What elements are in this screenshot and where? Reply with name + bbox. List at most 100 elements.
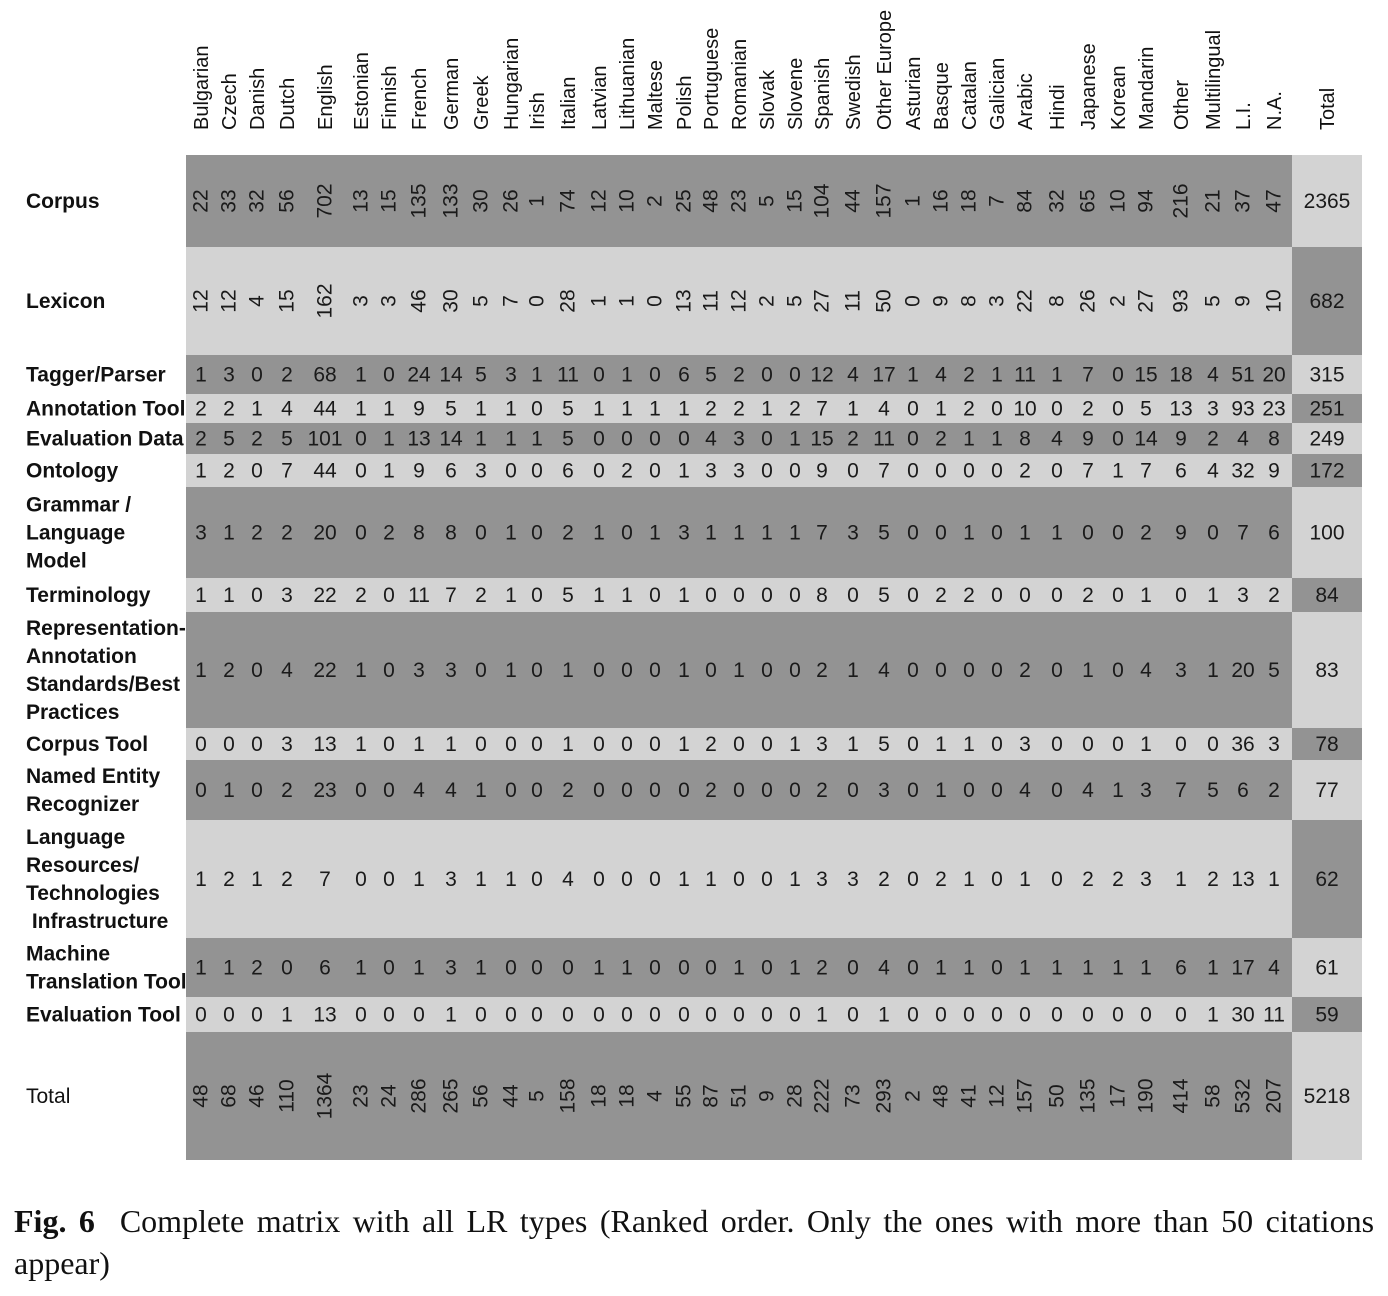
row-label: Corpus xyxy=(26,190,100,213)
table-cell: 0 xyxy=(562,1004,574,1027)
table-cell: 1 xyxy=(733,659,745,682)
table-cell: 25 xyxy=(673,189,696,212)
column-header: Czech xyxy=(219,73,241,130)
table-cell: 1 xyxy=(705,522,717,545)
column-header: Catalan xyxy=(959,61,981,130)
table-cell: 1 xyxy=(789,428,801,451)
table-cell: 1 xyxy=(789,733,801,756)
table-cell: 1 xyxy=(445,1004,457,1027)
table-cell: 0 xyxy=(907,733,919,756)
table-cell: 44 xyxy=(313,398,337,421)
table-cell: 48 xyxy=(700,189,723,212)
table-cell: 162 xyxy=(314,283,337,318)
table-cell: 1 xyxy=(963,522,975,545)
table-cell: 0 xyxy=(223,733,235,756)
table-cell: 0 xyxy=(649,957,661,980)
table-cell: 2 xyxy=(1207,428,1219,451)
table-cell: 5 xyxy=(223,428,235,451)
table-cell: 0 xyxy=(847,460,859,483)
table-cell: 36 xyxy=(1231,733,1254,756)
table-cell: 1 xyxy=(355,364,367,387)
table-cell: 5 xyxy=(1202,295,1225,307)
table-cell: 3 xyxy=(733,428,745,451)
table-cell: 2 xyxy=(562,779,574,802)
table-cell: 0 xyxy=(789,460,801,483)
column-header-total: Total xyxy=(1317,88,1339,130)
table-cell: 11 xyxy=(700,290,723,312)
table-cell: 7 xyxy=(319,868,331,891)
table-cell: 5 xyxy=(475,364,487,387)
table-cell: 3 xyxy=(281,584,293,607)
table-cell: 1 xyxy=(562,733,574,756)
table-cell: 1 xyxy=(1051,957,1063,980)
table-cell: 32 xyxy=(246,189,269,212)
table-cell: 2 xyxy=(963,364,975,387)
table-cell: 4 xyxy=(445,779,457,802)
table-cell: 7 xyxy=(1140,460,1152,483)
table-cell: 0 xyxy=(705,584,717,607)
total-band xyxy=(1292,728,1362,760)
table-cell: 46 xyxy=(408,289,431,312)
table-cell: 4 xyxy=(281,659,293,682)
table-cell: 1 xyxy=(1140,957,1152,980)
table-cell: 0 xyxy=(1112,1004,1124,1027)
table-cell: 22 xyxy=(190,189,213,212)
row-label-line: Terminology xyxy=(26,584,151,607)
table-cell: 0 xyxy=(789,779,801,802)
table-cell: 0 xyxy=(733,733,745,756)
table-cell: 8 xyxy=(413,522,425,545)
table-cell: 20 xyxy=(1262,364,1285,387)
table-cell: 1 xyxy=(281,1004,293,1027)
table-cell: 1 xyxy=(1112,460,1124,483)
table-cell: 0 xyxy=(621,733,633,756)
table-cell: 0 xyxy=(1082,522,1094,545)
table-cell: 0 xyxy=(644,295,667,307)
table-cell: 0 xyxy=(1051,584,1063,607)
column-total-cell: 28 xyxy=(784,1084,807,1107)
table-cell: 7 xyxy=(1082,364,1094,387)
column-header: Maltese xyxy=(645,60,667,130)
row-label-line: Representation- xyxy=(26,617,186,640)
table-cell: 1 xyxy=(475,868,487,891)
table-cell: 0 xyxy=(649,868,661,891)
table-cell: 1 xyxy=(475,779,487,802)
table-cell: 3 xyxy=(733,460,745,483)
table-cell: 1 xyxy=(621,584,633,607)
column-total-cell: 157 xyxy=(1014,1078,1037,1113)
column-header: Dutch xyxy=(277,78,299,130)
column-total-cell: 286 xyxy=(408,1078,431,1113)
table-cell: 47 xyxy=(1263,189,1286,212)
table-cell: 12 xyxy=(728,289,751,312)
table-cell: 0 xyxy=(1019,584,1031,607)
table-cell: 26 xyxy=(500,189,523,212)
row-label-line: Grammar / xyxy=(26,494,131,517)
table-cell: 0 xyxy=(847,957,859,980)
table-cell: 135 xyxy=(408,183,431,218)
row-total-cell: 78 xyxy=(1315,733,1338,756)
table-cell: 0 xyxy=(1051,659,1063,682)
table-cell: 1 xyxy=(355,398,367,421)
table-cell: 5 xyxy=(445,398,457,421)
table-cell: 0 xyxy=(531,868,543,891)
table-cell: 133 xyxy=(440,183,463,218)
table-cell: 1 xyxy=(789,868,801,891)
table-cell: 3 xyxy=(878,779,890,802)
table-cell: 12 xyxy=(218,289,241,312)
table-cell: 8 xyxy=(1019,428,1031,451)
total-band xyxy=(1292,355,1362,394)
table-cell: 3 xyxy=(445,868,457,891)
table-cell: 1 xyxy=(413,868,425,891)
table-cell: 2 xyxy=(1019,460,1031,483)
table-cell: 1 xyxy=(355,957,367,980)
table-cell: 0 xyxy=(531,522,543,545)
table-cell: 0 xyxy=(991,957,1003,980)
table-cell: 0 xyxy=(935,460,947,483)
column-header: Estonian xyxy=(351,52,373,130)
table-cell: 0 xyxy=(383,584,395,607)
table-cell: 1 xyxy=(1051,522,1063,545)
table-cell: 0 xyxy=(1140,1004,1152,1027)
table-cell: 0 xyxy=(907,522,919,545)
table-cell: 14 xyxy=(439,428,463,451)
table-cell: 0 xyxy=(649,733,661,756)
column-header: Finnish xyxy=(379,66,401,130)
